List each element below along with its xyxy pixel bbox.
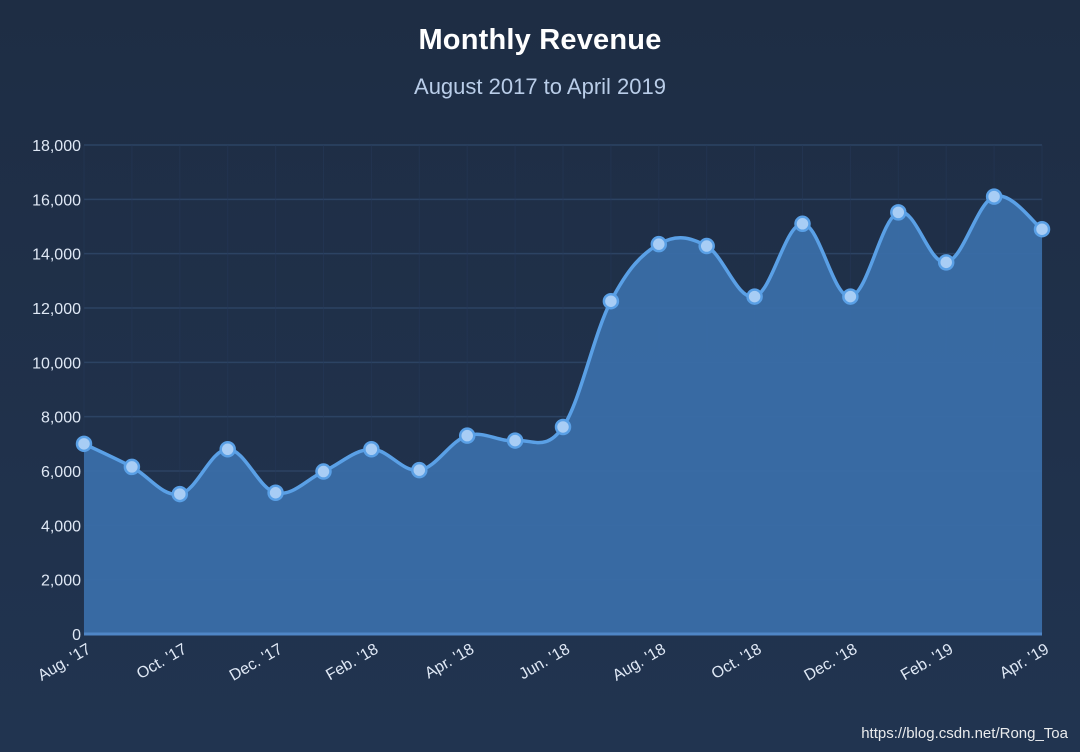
y-tick-label: 16,000 — [32, 192, 81, 209]
data-point — [746, 288, 763, 305]
data-point — [171, 485, 189, 503]
data-point — [75, 435, 93, 453]
x-tick-label: Aug. '18 — [610, 641, 669, 685]
data-points — [75, 188, 1051, 503]
x-tick-label: Aug. '17 — [35, 641, 94, 685]
data-point — [890, 204, 907, 221]
area-fill — [84, 195, 1042, 634]
data-point — [650, 235, 668, 253]
x-axis-ticks: Aug. '17 Oct. '17 Dec. '17 Feb. '18 Apr. '18… — [35, 641, 1052, 685]
x-tick-label: Oct. '18 — [709, 641, 765, 683]
series-line — [83, 194, 1044, 496]
data-point — [363, 441, 380, 458]
data-point — [411, 461, 428, 479]
y-tick-label: 18,000 — [32, 138, 81, 155]
data-point — [794, 215, 811, 233]
data-point — [602, 292, 620, 310]
data-point — [842, 288, 859, 305]
data-point — [554, 418, 572, 436]
data-point — [315, 463, 332, 480]
data-point — [698, 237, 715, 255]
x-tick-label: Feb. '19 — [898, 641, 956, 684]
y-tick-label: 14,000 — [32, 247, 81, 264]
series-line-layer — [83, 194, 1044, 496]
data-point — [458, 427, 476, 444]
x-tick-label: Dec. '17 — [227, 641, 286, 685]
x-tick-label: Apr. '18 — [422, 641, 477, 683]
x-tick-label: Apr. '19 — [997, 641, 1052, 683]
chart-title: Monthly Revenue — [418, 24, 662, 56]
data-point — [219, 441, 236, 458]
data-point — [123, 458, 141, 476]
x-tick-label: Feb. '18 — [323, 641, 381, 684]
area-fill-layer — [84, 195, 1042, 634]
y-tick-label: 2,000 — [41, 573, 81, 590]
x-tick-label: Dec. '18 — [801, 641, 860, 685]
watermark-text: https://blog.csdn.net/Rong_Toa — [861, 725, 1068, 742]
y-tick-label: 6,000 — [41, 464, 81, 481]
x-tick-label: Oct. '17 — [134, 641, 190, 683]
chart-subtitle: August 2017 to April 2019 — [414, 74, 666, 99]
x-tick-label: Jun. '18 — [516, 641, 573, 684]
y-tick-label: 12,000 — [32, 301, 81, 318]
y-tick-label: 8,000 — [41, 410, 81, 427]
y-tick-label: 10,000 — [32, 355, 81, 372]
y-axis-ticks: 0 2,000 4,000 6,000 8,000 10,000 12,000 14,000 1… — [32, 138, 81, 644]
y-tick-label: 4,000 — [41, 518, 81, 535]
y-tick-label: 0 — [72, 627, 81, 644]
data-point — [1033, 220, 1051, 238]
data-point — [985, 188, 1003, 205]
data-point — [937, 254, 955, 271]
data-point — [506, 432, 524, 449]
data-point — [267, 484, 284, 501]
